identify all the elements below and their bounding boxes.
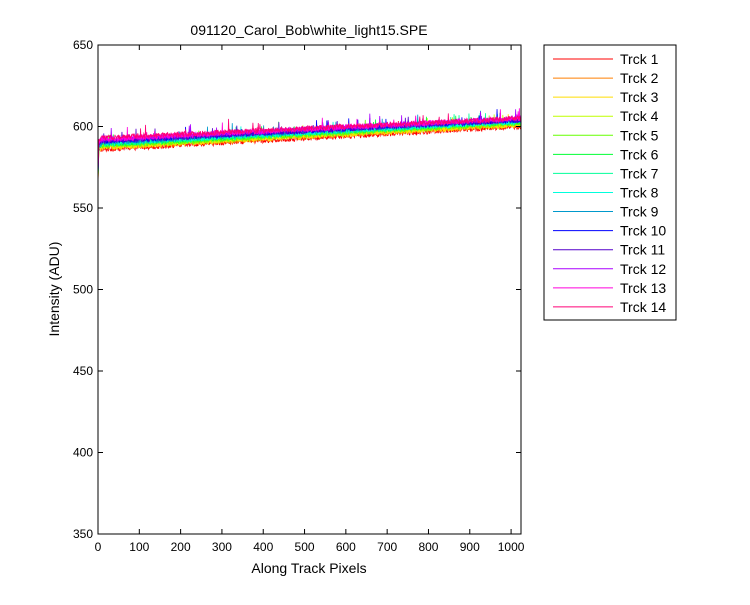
legend-label-5: Trck 5 xyxy=(620,127,659,143)
series-group xyxy=(97,108,522,184)
legend-label-9: Trck 9 xyxy=(620,204,659,220)
y-tick-label: 550 xyxy=(73,201,93,215)
x-tick-label: 100 xyxy=(129,540,149,554)
legend-label-3: Trck 3 xyxy=(620,89,659,105)
plot-area xyxy=(98,45,521,534)
x-tick-label: 300 xyxy=(212,540,232,554)
y-tick-label: 600 xyxy=(73,120,93,134)
legend-label-7: Trck 7 xyxy=(620,165,659,181)
y-tick-label: 350 xyxy=(73,527,93,541)
x-tick-label: 700 xyxy=(377,540,397,554)
x-axis-label: Along Track Pixels xyxy=(251,560,366,576)
x-tick-label: 600 xyxy=(336,540,356,554)
series-line-14 xyxy=(97,113,522,173)
y-tick-label: 450 xyxy=(73,364,93,378)
x-tick-label: 800 xyxy=(418,540,438,554)
y-tick-label: 400 xyxy=(73,446,93,460)
x-axis: 0 100 200 300 400 500 600 700 800 900 1000 xyxy=(95,45,525,554)
chart-title: 091120_Carol_Bob\white_light15.SPE xyxy=(190,22,427,38)
legend-label-4: Trck 4 xyxy=(620,108,659,124)
legend-label-13: Trck 13 xyxy=(620,280,666,296)
legend-box xyxy=(543,44,677,321)
legend-label-6: Trck 6 xyxy=(620,146,659,162)
y-tick-label: 500 xyxy=(73,283,93,297)
y-tick-label: 650 xyxy=(73,38,93,52)
y-axis-label: Intensity (ADU) xyxy=(46,242,62,337)
legend-label-11: Trck 11 xyxy=(620,242,665,258)
legend-label-2: Trck 2 xyxy=(620,70,659,86)
series-line-1 xyxy=(97,120,522,184)
x-tick-label: 1000 xyxy=(498,540,525,554)
legend-label-1: Trck 1 xyxy=(620,51,659,67)
legend-label-12: Trck 12 xyxy=(620,261,666,277)
legend-label-8: Trck 8 xyxy=(620,184,659,200)
legend-label-10: Trck 10 xyxy=(620,223,666,239)
x-tick-label: 900 xyxy=(460,540,480,554)
legend: Trck 1 Trck 2 Trck 3 Trck 4 Trck 5 Trck 6 Trck… xyxy=(543,44,677,321)
y-axis: 350 400 450 500 550 600 650 xyxy=(73,38,521,541)
x-tick-label: 500 xyxy=(295,540,315,554)
x-tick-label: 0 xyxy=(95,540,102,554)
legend-label-14: Trck 14 xyxy=(620,299,666,315)
x-tick-label: 400 xyxy=(253,540,273,554)
x-tick-label: 200 xyxy=(171,540,191,554)
